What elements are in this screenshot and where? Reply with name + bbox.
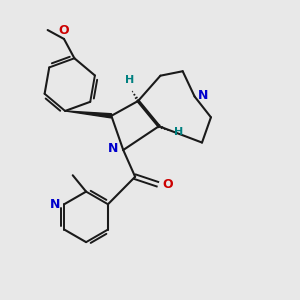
Polygon shape — [65, 111, 112, 118]
Text: O: O — [162, 178, 172, 191]
Text: H: H — [174, 127, 184, 137]
Text: N: N — [107, 142, 118, 155]
Text: N: N — [50, 198, 61, 211]
Text: H: H — [125, 75, 134, 85]
Text: O: O — [59, 24, 69, 37]
Text: N: N — [198, 88, 208, 101]
